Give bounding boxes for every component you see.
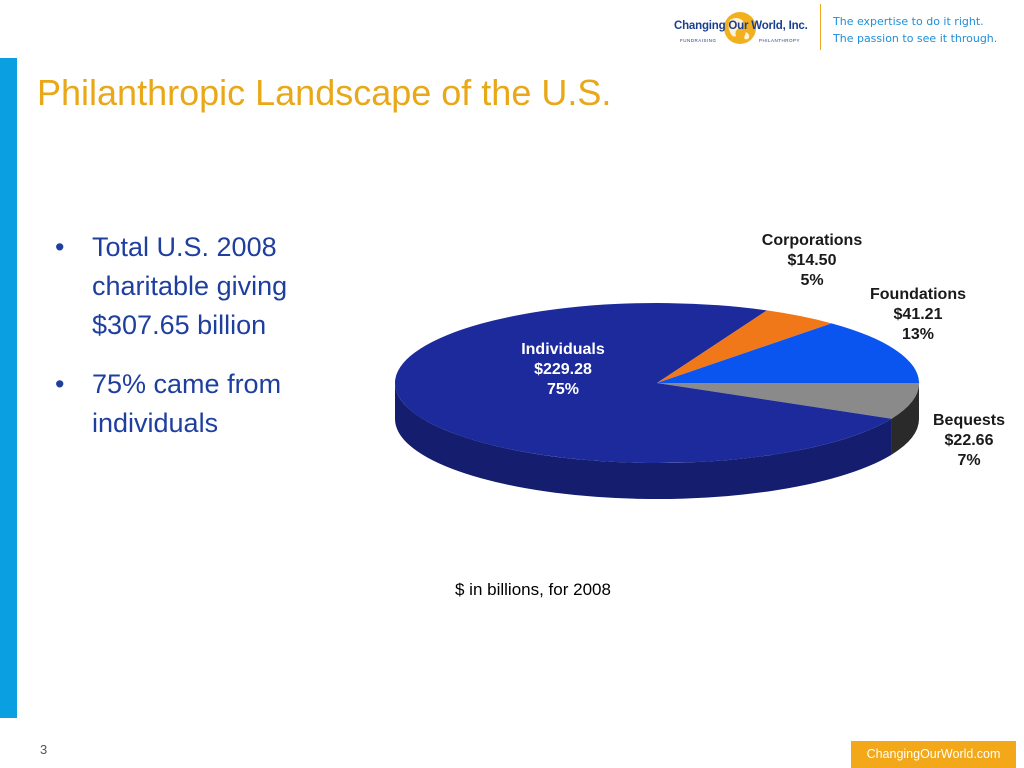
globe-icon bbox=[724, 12, 756, 44]
pie-label-individuals-value: $229.28 bbox=[534, 361, 592, 378]
tagline-line-2: The passion to see it through. bbox=[833, 32, 998, 45]
pie-slice-individuals bbox=[395, 303, 892, 464]
pie-slice-foundations bbox=[657, 323, 919, 383]
pie-label-corporations-name: Corporations bbox=[762, 232, 863, 249]
pie-slice-bequests bbox=[657, 383, 919, 419]
tagline-line-1: The expertise to do it right. bbox=[833, 15, 984, 28]
pie-label-foundations-name: Foundations bbox=[870, 286, 966, 303]
left-accent-bar bbox=[0, 58, 17, 718]
pie-label-bequests-percent: 7% bbox=[957, 452, 980, 469]
pie-label-individuals-name: Individuals bbox=[521, 341, 605, 358]
chart-caption: $ in billions, for 2008 bbox=[455, 580, 611, 599]
logo-subtitle-left: FUNDRAISING bbox=[680, 38, 717, 43]
pie-label-bequests-name: Bequests bbox=[933, 412, 1005, 429]
pie-label-bequests-value: $22.66 bbox=[945, 432, 994, 449]
pie-label-corporations-percent: 5% bbox=[800, 272, 823, 289]
slide-title: Philanthropic Landscape of the U.S. bbox=[37, 72, 612, 113]
pie-side-individuals bbox=[395, 383, 892, 499]
page-number: 3 bbox=[40, 742, 48, 757]
footer-website-link[interactable]: ChangingOurWorld.com bbox=[851, 741, 1016, 768]
pie-label-foundations-percent: 13% bbox=[902, 326, 934, 343]
pie-label-foundations-value: $41.21 bbox=[894, 306, 943, 323]
pie-slice-corporations bbox=[657, 310, 832, 383]
pie-label-corporations-value: $14.50 bbox=[788, 252, 837, 269]
logo-subtitle-right: PHILANTHROPY bbox=[759, 38, 801, 43]
pie-label-individuals-percent: 75% bbox=[547, 381, 579, 398]
giving-pie-chart: Individuals $229.28 75% Corporations $14.50 5… bbox=[395, 232, 1005, 499]
tagline: The expertise to do it right. The passio… bbox=[833, 13, 997, 47]
bullet-total-giving: Total U.S. 2008 charitable giving $307.6… bbox=[55, 228, 355, 345]
header-divider bbox=[820, 4, 821, 50]
company-logo[interactable]: Changing Our World, Inc. FUNDRAISING PHI… bbox=[672, 6, 812, 52]
bullet-list: Total U.S. 2008 charitable giving $307.6… bbox=[55, 228, 355, 463]
bullet-individuals-share: 75% came from individuals bbox=[55, 365, 355, 443]
pie-side-bequests bbox=[891, 383, 919, 455]
logo-name: Changing Our World, Inc. bbox=[674, 20, 808, 32]
